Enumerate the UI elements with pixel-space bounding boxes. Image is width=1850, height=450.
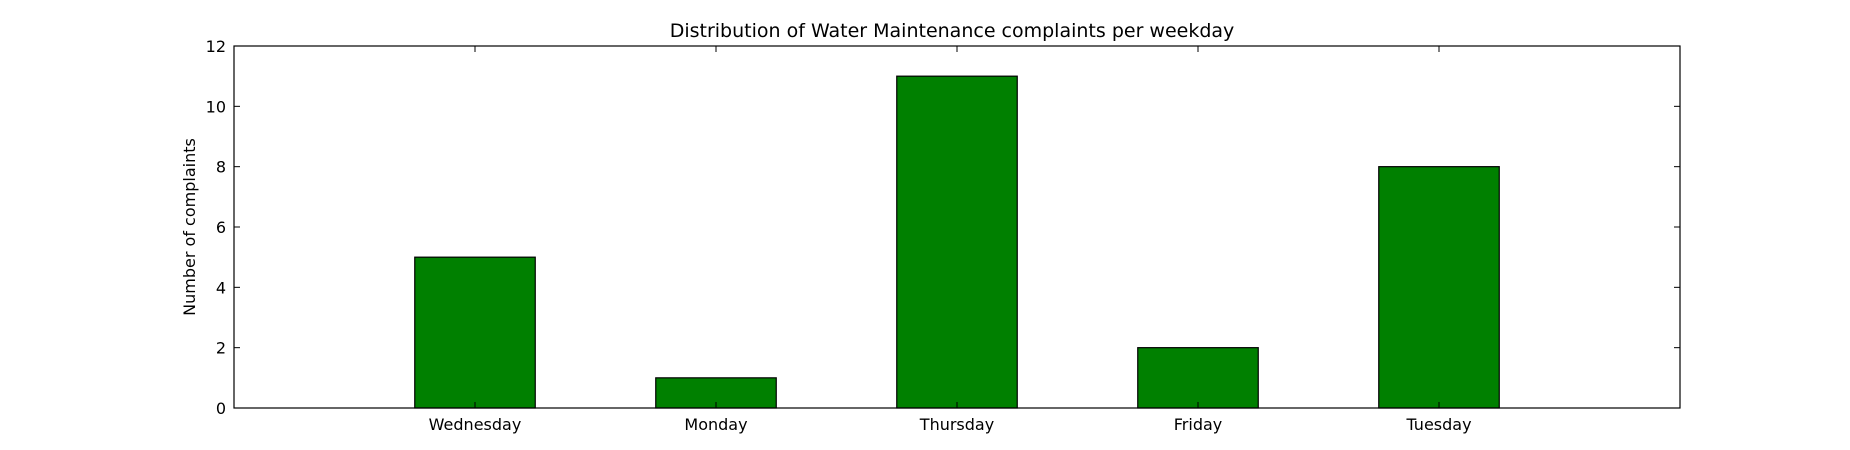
ticks-group: 0 2 4 6 8 10 12 Wednesday Monday Thursday Friday Tu… bbox=[206, 37, 1680, 434]
y-tick-label: 0 bbox=[216, 399, 226, 418]
chart-title: Distribution of Water Maintenance compla… bbox=[670, 20, 1235, 42]
bar-thursday bbox=[896, 75, 1018, 409]
y-tick-label: 8 bbox=[216, 158, 226, 177]
x-tick-label-friday: Friday bbox=[1174, 415, 1223, 434]
y-tick-label: 4 bbox=[216, 278, 226, 297]
y-axis-label: Number of complaints bbox=[180, 138, 199, 316]
y-tick-label: 10 bbox=[206, 97, 226, 116]
bar-wednesday bbox=[414, 256, 536, 409]
x-tick-label-tuesday: Tuesday bbox=[1405, 415, 1471, 434]
plot-frame bbox=[233, 45, 1681, 409]
y-tick-label: 12 bbox=[206, 37, 226, 56]
x-tick-label-thursday: Thursday bbox=[919, 415, 994, 434]
x-tick-label-wednesday: Wednesday bbox=[429, 415, 522, 434]
bars-group bbox=[414, 75, 1500, 409]
y-tick-label: 2 bbox=[216, 339, 226, 358]
bar-tuesday bbox=[1378, 166, 1500, 409]
bar-friday bbox=[1137, 347, 1259, 409]
y-tick-label: 6 bbox=[216, 218, 226, 237]
x-tick-label-monday: Monday bbox=[684, 415, 747, 434]
